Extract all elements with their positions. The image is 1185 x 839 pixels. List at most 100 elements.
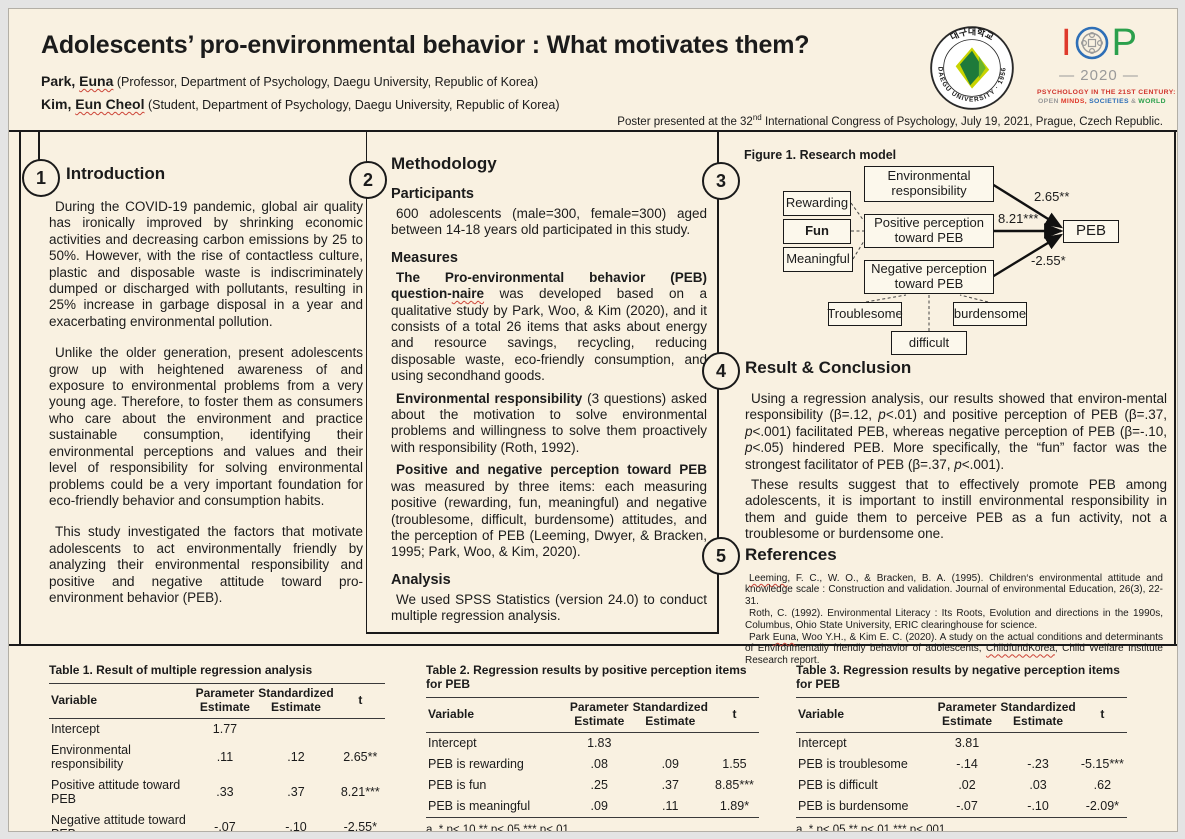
table-body: Intercept 3.81 PEB is troublesome -.14 -.23 -…	[796, 732, 1127, 817]
presented-suffix: International Congress of Psychology, Ju…	[761, 115, 1163, 128]
daegu-logo-seal: 대구대학교 DAEGU UNIVERSITY · 1956	[930, 25, 1014, 110]
table-cell: .08	[590, 757, 608, 772]
table-cell	[336, 718, 385, 740]
table-header-cell: Parameter Estimate	[567, 697, 631, 733]
table-header-row: Variable Parameter Estimate Standardized E…	[49, 683, 385, 719]
path-label-env-peb: 2.65**	[1034, 189, 1070, 204]
table-header-row: Variable Parameter Estimate Standardized E…	[426, 697, 759, 733]
table-header-cell: t	[709, 697, 759, 733]
table-header-cell: Parameter Estimate	[935, 697, 999, 733]
reference-item: Roth, C. (1992). Environmental Literacy …	[745, 608, 1163, 631]
references-heading: References	[745, 545, 837, 564]
table-header-cell: Standardized Estimate	[256, 683, 336, 719]
table-cell: .03	[1029, 778, 1047, 793]
table-cell: -2.09*	[1085, 799, 1120, 814]
results-paragraph: Using a regression analysis, our results…	[745, 391, 1167, 472]
table-header-cell: Variable	[796, 697, 936, 733]
intro-paragraph: During the COVID-19 pandemic, global air…	[49, 199, 363, 329]
table-cell: .37	[661, 778, 679, 793]
table-cell	[1078, 732, 1127, 754]
figure-box-meaningful: Meaningful	[783, 247, 853, 272]
table: Variable Parameter Estimate Standardized E…	[796, 697, 1127, 818]
page-title: Adolescents’ pro-environmental behavior …	[41, 31, 810, 59]
table-row: Positive attitude toward PEB .33 .37 8.21**…	[49, 775, 385, 810]
table-head: Variable Parameter Estimate Standardized E…	[49, 683, 385, 719]
table-cell: Positive attitude toward PEB	[51, 778, 181, 807]
table: Variable Parameter Estimate Standardized E…	[426, 697, 759, 818]
table-cell: 1.55	[722, 757, 747, 772]
figure-connectors	[850, 182, 1064, 331]
right-border-line	[1174, 132, 1176, 644]
table-cell: -.10	[285, 820, 307, 832]
methodology-subheading: Measures	[391, 249, 458, 266]
table-row: PEB is difficult .02 .03 .62	[796, 775, 1127, 796]
table-cell	[998, 732, 1077, 754]
section-number-5: 5	[702, 537, 740, 575]
table-row: PEB is fun .25 .37 8.85***	[426, 775, 759, 796]
table-row: PEB is rewarding .08 .09 1.55	[426, 754, 759, 775]
svg-text:대구대학교: 대구대학교	[948, 25, 996, 42]
table-cell: 8.85***	[715, 778, 754, 793]
table-cell: .62	[1093, 778, 1112, 793]
poster: Adolescents’ pro-environmental behavior …	[8, 8, 1178, 832]
left-column-line	[19, 132, 21, 644]
daegu-emblem	[955, 47, 990, 89]
icp-letter-i: I	[1061, 22, 1072, 64]
reference-list: Leeming, F. C., W. O., & Bracken, B. A. …	[745, 573, 1163, 667]
figure-box-environmental-responsibility: Environmental responsibility	[864, 166, 994, 202]
table-body: Intercept 1.83 PEB is rewarding .08.09 1.55 P…	[426, 732, 759, 817]
regression-table-1: Table 1. Result of multiple regression a…	[49, 663, 385, 832]
author-name: Park, Euna	[41, 73, 114, 89]
author-affiliation: (Student, Department of Psychology, Daeg…	[144, 98, 560, 112]
intro-paragraph: This study investigated the factors that…	[49, 524, 363, 605]
methodology-heading: Methodology	[391, 154, 497, 173]
table-cell: Negative attitude toward PEB	[51, 813, 186, 831]
table-notes: a. * p<.05 ** p<.01 *** p<.001b. R²=0.24	[796, 822, 1127, 831]
table-header-row: Variable Parameter Estimate Standardized E…	[796, 697, 1127, 733]
header-divider	[9, 130, 1177, 132]
daegu-university-logo: 대구대학교 DAEGU UNIVERSITY · 1956	[929, 25, 1015, 111]
section-number-1: 1	[22, 159, 60, 197]
table-header-cell: Standardized Estimate	[998, 697, 1078, 733]
methodology-paragraph: 600 adolescents (male=300, female=300) a…	[391, 206, 707, 238]
table: Variable Parameter Estimate Standardized E…	[49, 683, 385, 832]
reference-item: Park Euna, Woo Y.H., & Kim E. C. (2020).…	[745, 632, 1163, 666]
author-affiliation: (Professor, Department of Psychology, Da…	[113, 75, 539, 89]
table-body: Intercept 1.77 Environmental responsibilit…	[49, 718, 385, 832]
figure-box-positive-perception: Positive perception toward PEB	[864, 214, 994, 248]
methodology-subheading: Participants	[391, 186, 474, 202]
icp-tagline-word: SOCIETIES	[1089, 98, 1129, 105]
figure-box-fun: Fun	[783, 219, 851, 244]
intro-paragraphs: During the COVID-19 pandemic, global air…	[49, 199, 363, 621]
table-row: PEB is burdensome -.07 -.10 -2.09*	[796, 796, 1127, 818]
path-label-pos-peb: 8.21***	[998, 211, 1039, 226]
author-line: Park, Euna (Professor, Department of Psy…	[41, 73, 559, 89]
research-model-figure: Environmental responsibility Rewarding F…	[746, 161, 1156, 373]
table-head: Variable Parameter Estimate Standardized E…	[796, 697, 1127, 733]
table-cell: 1.77	[212, 722, 238, 737]
table-head: Variable Parameter Estimate Standardized E…	[426, 697, 759, 733]
intro-heading: Introduction	[66, 164, 166, 183]
table-cell: .33	[216, 785, 234, 800]
figure-box-rewarding: Rewarding	[783, 191, 851, 216]
table-cell: -.10	[1027, 799, 1049, 814]
methodology-blocks: Participants 600 adolescents (male=300, f…	[391, 186, 707, 625]
table-cell: 1.89*	[719, 799, 750, 814]
methodology-paragraph: The Pro-environmental behavior (PEB) que…	[391, 269, 707, 384]
icp-tagline-word: WORLD	[1138, 98, 1166, 105]
table-header-cell: Variable	[49, 683, 194, 719]
icp-tagline-word: OPEN	[1038, 98, 1059, 105]
icp-tagline-word: MINDS,	[1060, 98, 1088, 105]
table-cell: .02	[958, 778, 976, 793]
results-paragraphs: Using a regression analysis, our results…	[745, 391, 1167, 547]
table-note: a. * p<.10 ** p<.05 *** p<.01	[426, 823, 569, 832]
presented-prefix: Poster presented at the 32	[617, 115, 753, 128]
table-cell: .09	[661, 757, 679, 772]
table-row: PEB is troublesome -.14 -.23 -5.15***	[796, 754, 1127, 775]
daegu-korean-ring-text: 대구대학교	[948, 25, 996, 42]
table-header-cell: Parameter Estimate	[193, 683, 257, 719]
author-list: Park, Euna (Professor, Department of Psy…	[41, 73, 559, 119]
table-cell	[631, 732, 710, 754]
author-line: Kim, Eun Cheol (Student, Department of P…	[41, 96, 559, 112]
table-cell: -5.15***	[1080, 757, 1124, 772]
